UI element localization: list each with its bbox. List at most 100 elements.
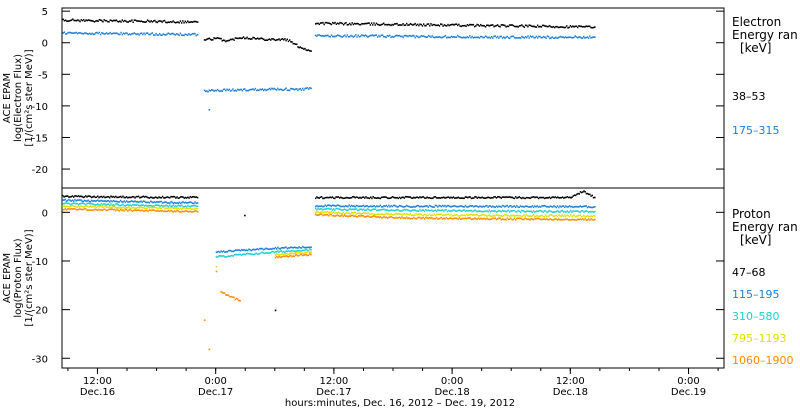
electron-series-0-point xyxy=(187,20,189,23)
proton-series-1-point xyxy=(103,200,105,202)
proton-series-3-point xyxy=(397,213,400,215)
proton-series-0-point xyxy=(175,197,177,199)
electron-series-0-point xyxy=(341,22,344,25)
proton-series-4-point xyxy=(589,219,591,221)
proton-series-2-point xyxy=(488,209,491,212)
proton-series-3-point xyxy=(145,207,147,210)
proton-series-4-point xyxy=(544,218,547,221)
electron-ylabel-line: [1/(cm²s ster MeV)] xyxy=(24,49,35,146)
proton-series-2-point xyxy=(76,202,79,205)
electron-series-1-point xyxy=(511,35,513,38)
proton-series-3-point xyxy=(178,208,181,210)
proton-series-4-point xyxy=(414,217,416,220)
proton-series-4-point xyxy=(404,217,407,220)
electron-series-0-point xyxy=(363,22,365,25)
proton-series-0-point xyxy=(565,196,567,199)
proton-series-2-point xyxy=(118,204,121,207)
proton-series-0-point xyxy=(331,196,334,198)
proton-series-1-point xyxy=(410,206,413,208)
proton-series-2-point xyxy=(514,210,517,213)
proton-series-1-point xyxy=(244,249,247,252)
proton-series-0-point xyxy=(88,195,91,197)
electron-series-1-point xyxy=(344,34,346,37)
electron-series-0-point xyxy=(101,19,103,22)
electron-series-0-point xyxy=(72,18,74,20)
electron-series-0-point xyxy=(396,22,398,25)
proton-series-3-point xyxy=(455,214,457,216)
proton-series-2-point xyxy=(147,205,149,207)
electron-series-0-point xyxy=(556,25,558,28)
proton-series-1-point xyxy=(262,248,265,251)
proton-series-4-point xyxy=(481,218,483,220)
proton-series-0-point xyxy=(428,197,431,199)
proton-series-3-point xyxy=(195,207,197,210)
electron-series-1-point xyxy=(506,35,509,38)
proton-series-1-point xyxy=(494,206,497,208)
electron-series-1-point xyxy=(494,35,496,37)
electron-series-1-point xyxy=(590,37,592,39)
proton-series-1-point xyxy=(488,205,491,207)
proton-series-4-point xyxy=(64,207,67,210)
proton-series-4-point xyxy=(391,216,394,219)
proton-series-0-point xyxy=(152,197,154,199)
proton-series-0-point xyxy=(557,196,559,198)
electron-series-0-point xyxy=(128,20,131,22)
electron-series-0-point xyxy=(529,24,532,27)
electron-series-0-point xyxy=(478,25,481,27)
proton-series-1-point xyxy=(113,200,116,203)
proton-series-1-point xyxy=(550,205,553,208)
electron-series-0-point xyxy=(430,23,432,25)
proton-series-2-point xyxy=(109,204,111,207)
electron-series-0-point xyxy=(90,19,92,22)
proton-series-0-point xyxy=(498,195,500,198)
proton-series-1-point xyxy=(579,205,581,207)
proton-series-0-point xyxy=(422,196,425,198)
electron-series-1-point xyxy=(229,90,232,92)
proton-series-4-point xyxy=(103,208,105,211)
proton-series-4-point xyxy=(482,217,485,220)
proton-series-2-point xyxy=(576,210,578,212)
electron-series-0-point xyxy=(75,19,78,22)
proton-series-0-point xyxy=(117,196,119,199)
electron-series-0-point xyxy=(523,26,526,28)
proton-series-0-point xyxy=(410,197,413,199)
electron-series-0-point xyxy=(79,20,81,23)
proton-series-3-point xyxy=(142,207,145,209)
proton-series-3-point xyxy=(425,214,427,216)
electron-series-0-point xyxy=(437,24,439,26)
proton-series-2-point xyxy=(134,204,136,206)
proton-series-4-point xyxy=(400,217,402,220)
proton-series-0-point xyxy=(325,196,328,199)
electron-series-0-point xyxy=(352,23,355,26)
x-tick-time-label: 12:00 xyxy=(556,376,585,387)
proton-series-4-point xyxy=(338,215,341,217)
electron-series-1-point xyxy=(270,88,272,91)
electron-series-0-point xyxy=(481,24,483,27)
electron-series-1-point xyxy=(242,88,245,91)
proton-series-3-point xyxy=(476,214,479,216)
proton-series-1-point xyxy=(455,205,457,208)
proton-series-3-point xyxy=(535,215,537,218)
proton-series-0-point xyxy=(187,196,189,199)
proton-series-3-point xyxy=(161,206,164,209)
proton-series-0-point xyxy=(111,196,113,198)
proton-series-2-point xyxy=(517,209,519,212)
electron-series-1-point xyxy=(591,36,593,39)
electron-series-1-point xyxy=(526,36,528,39)
proton-series-2-point xyxy=(338,208,341,210)
electron-series-0-point xyxy=(238,37,240,40)
proton-series-4-point xyxy=(514,219,517,221)
proton-series-4-point xyxy=(229,296,232,298)
electron-series-1-point xyxy=(79,31,81,34)
proton-series-3-point xyxy=(558,214,560,216)
electron-series-1-point xyxy=(236,88,239,91)
proton-series-2-point xyxy=(476,210,479,213)
proton-series-3-point xyxy=(356,212,359,215)
electron-series-1-point xyxy=(500,35,503,38)
proton-series-2-point xyxy=(250,253,253,256)
x-axis-title: hours:minutes, Dec. 16, 2012 – Dec. 19, … xyxy=(285,398,515,409)
proton-series-3-point xyxy=(310,251,312,253)
proton-series-2-point xyxy=(438,209,440,212)
proton-series-1-point xyxy=(134,200,136,202)
proton-series-1-point xyxy=(522,205,524,208)
